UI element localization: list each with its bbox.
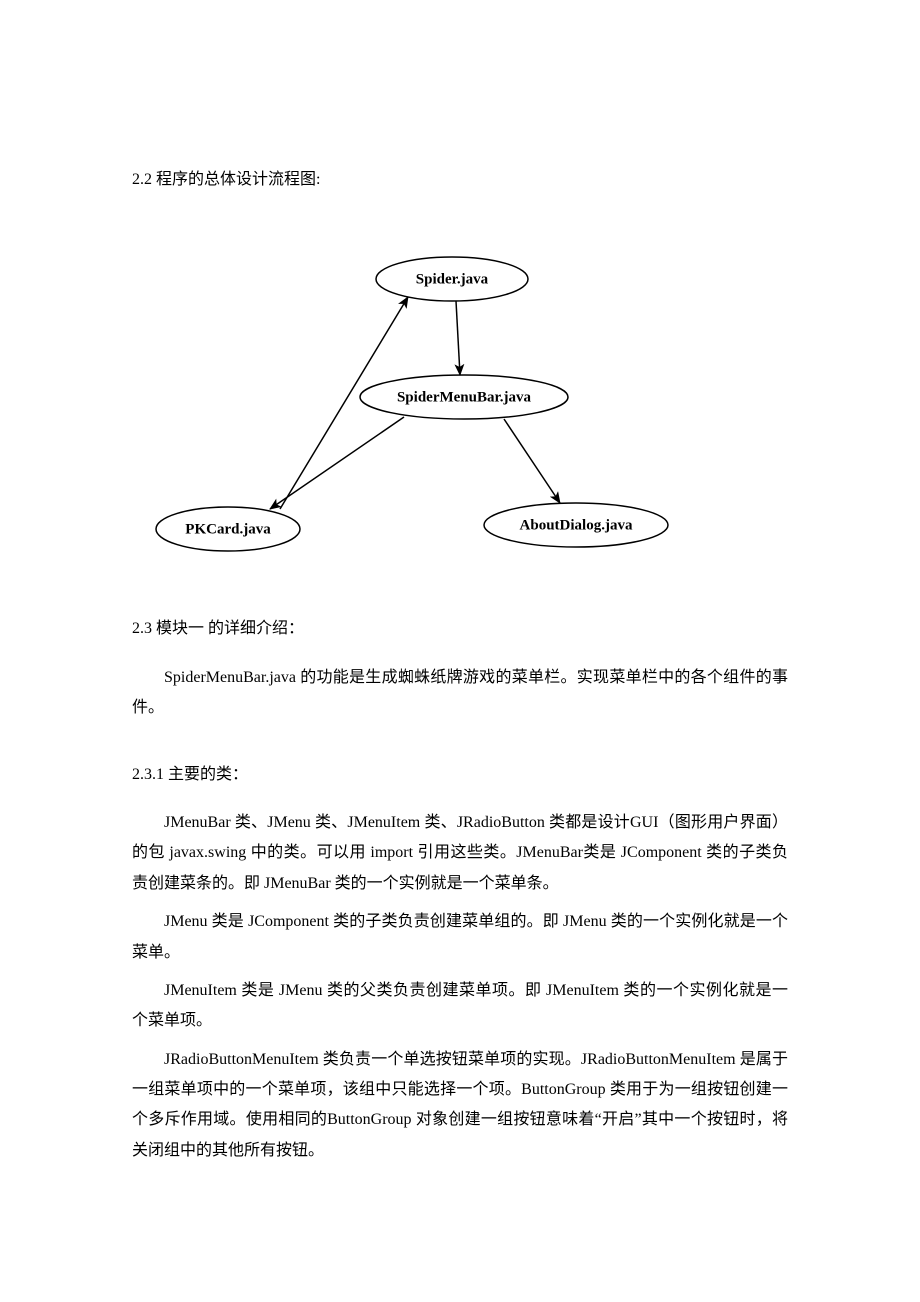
paragraph: JMenuBar 类、JMenu 类、JMenuItem 类、JRadioBut… bbox=[132, 808, 788, 899]
paragraph: JMenu 类是 JComponent 类的子类负责创建菜单组的。即 JMenu… bbox=[132, 907, 788, 968]
diagram-node-label-about: AboutDialog.java bbox=[520, 518, 633, 534]
diagram-edge bbox=[270, 417, 404, 509]
section-heading-2-3-1: 2.3.1 主要的类： bbox=[132, 760, 788, 790]
paragraph: JMenuItem 类是 JMenu 类的父类负责创建菜单项。即 JMenuIt… bbox=[132, 976, 788, 1037]
section-heading-2-2: 2.2 程序的总体设计流程图: bbox=[132, 165, 788, 195]
diagram-node-label-pkcard: PKCard.java bbox=[185, 522, 271, 538]
flow-diagram: Spider.java SpiderMenuBar.java PKCard.java… bbox=[150, 239, 680, 574]
diagram-node-label-menubar: SpiderMenuBar.java bbox=[397, 390, 532, 406]
paragraph: SpiderMenuBar.java 的功能是生成蜘蛛纸牌游戏的菜单栏。实现菜单… bbox=[132, 663, 788, 724]
section-heading-2-3: 2.3 模块一 的详细介绍： bbox=[132, 614, 788, 644]
paragraph: JRadioButtonMenuItem 类负责一个单选按钮菜单项的实现。JRa… bbox=[132, 1045, 788, 1167]
diagram-edge bbox=[456, 301, 460, 375]
diagram-edge bbox=[504, 419, 560, 503]
diagram-node-label-spider: Spider.java bbox=[416, 272, 489, 288]
